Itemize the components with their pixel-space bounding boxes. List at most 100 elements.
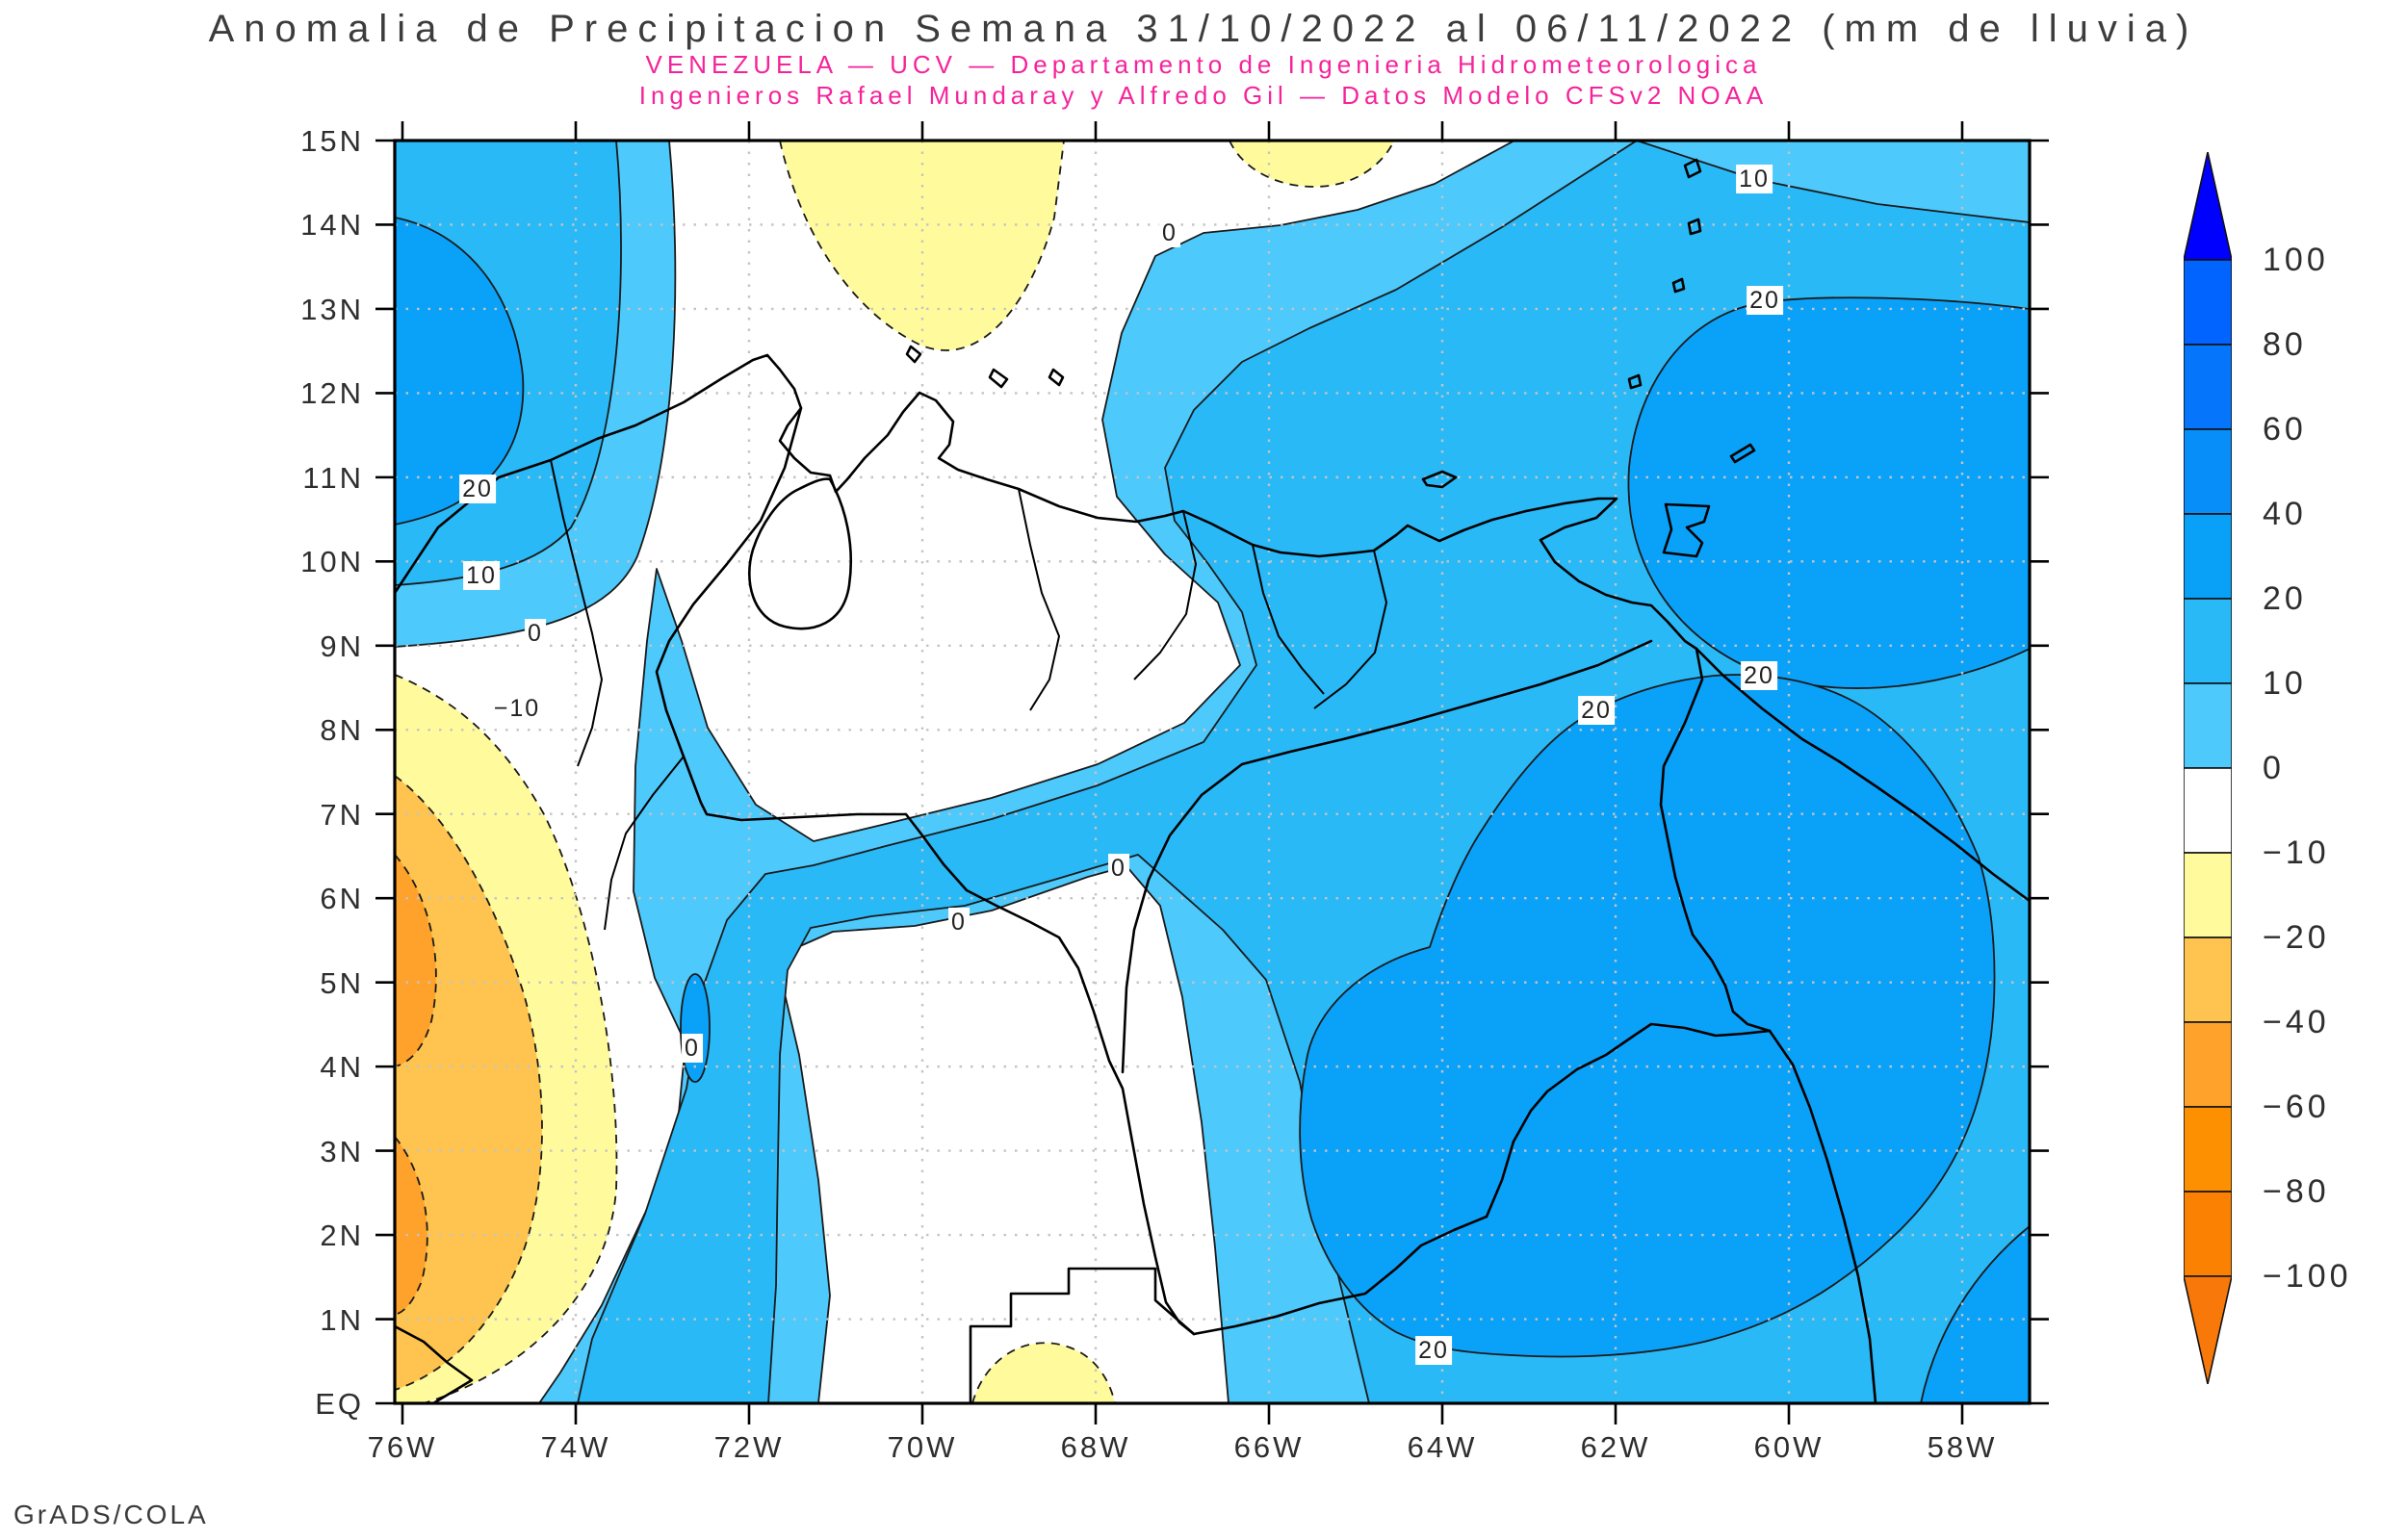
grads-cola-watermark: GrADS/COLA [13, 1500, 209, 1529]
border-staircase-sw [969, 1267, 1196, 1403]
colorbar-legend: 100 80 60 40 20 10 0 −10 −20 −40 −60 −80 −100 [2183, 151, 2405, 1394]
fill-top-yellow-1 [779, 141, 1065, 351]
island-margarita [1421, 470, 1458, 489]
lat-label: 5N [320, 965, 364, 1000]
colorbar-cell [2183, 1191, 2233, 1277]
lat-label: 4N [320, 1050, 364, 1085]
colorbar-cell [2183, 1021, 2233, 1108]
fill-top-yellow-2 [1229, 141, 1395, 188]
colorbar-tick-label: 100 [2263, 242, 2329, 278]
colorbar-tick-label: −60 [2263, 1089, 2330, 1125]
fill-bottom-yellow-spot [971, 1342, 1116, 1403]
border-colombia-venezuela [655, 406, 1196, 1336]
colorbar-tick-label: −20 [2263, 919, 2330, 956]
contour-label: 0 [948, 908, 970, 937]
lat-label: 9N [320, 629, 364, 663]
coast-wiggle-sw [395, 1324, 474, 1403]
contour-label: −10 [490, 694, 544, 723]
contour-label: 0 [1108, 854, 1129, 883]
colorbar-tick-label: 0 [2263, 750, 2285, 786]
colorbar-cell [2183, 598, 2233, 684]
island-st-lucia [1687, 218, 1702, 236]
island-martinique [1683, 158, 1702, 179]
lat-label: 11N [302, 460, 364, 495]
fill-left-core-20-40 [395, 217, 525, 526]
lon-label: 72W [713, 1430, 785, 1464]
lat-label: 8N [320, 713, 364, 748]
contour-label: 10 [1736, 165, 1773, 193]
colorbar-bottom-arrow [2183, 1275, 2233, 1385]
colorbar-tick-label: 80 [2263, 326, 2307, 363]
fill-corner-core-20-40 [1920, 1224, 2030, 1403]
colorbar-cell [2183, 344, 2233, 430]
contour-label: 20 [1578, 696, 1615, 725]
axis-ticks [375, 121, 2049, 1424]
colorbar-cell [2183, 767, 2233, 854]
lon-label: 62W [1580, 1430, 1651, 1464]
colorbar-tick-label: −100 [2263, 1258, 2352, 1295]
subtitle-institution: VENEZUELA — UCV — Departamento de Ingeni… [645, 50, 1762, 79]
contour-label: 0 [682, 1034, 703, 1063]
lon-label: 68W [1060, 1430, 1131, 1464]
colorbar-svg [2183, 151, 2233, 1385]
lon-label: 66W [1233, 1430, 1305, 1464]
lat-label: 13N [300, 292, 364, 326]
island-aruba [905, 345, 922, 364]
contour-label: 20 [1747, 286, 1783, 315]
lon-label: 58W [1927, 1430, 1998, 1464]
lat-label: 6N [320, 882, 364, 916]
page-title: Anomalia de Precipitacion Semana 31/10/2… [208, 8, 2199, 50]
lon-label: 74W [540, 1430, 611, 1464]
colorbar-tick-label: 20 [2263, 580, 2307, 617]
border-venezuela-brazil [1192, 1022, 1772, 1336]
lake-maracaibo [748, 477, 853, 630]
island-trinidad [1662, 502, 1711, 558]
colorbar-cell [2183, 428, 2233, 515]
lat-label: 3N [320, 1134, 364, 1168]
lat-label: 14N [300, 208, 364, 243]
fill-west-pocket-m40-a [395, 853, 437, 1067]
island-bonaire [1048, 368, 1065, 387]
map-frame [393, 139, 2032, 1405]
contour-label: 20 [459, 475, 496, 503]
colorbar-tick-label: 60 [2263, 411, 2307, 448]
lat-label: 12N [300, 376, 364, 411]
island-curacao [988, 368, 1009, 389]
lat-label: 2N [320, 1219, 364, 1253]
lat-label: 10N [300, 545, 364, 579]
fill-west-pocket-m40-b [395, 1135, 428, 1316]
coastline-south-america [395, 353, 2030, 903]
lon-label: 60W [1753, 1430, 1825, 1464]
state-boundaries [550, 459, 1387, 931]
contour-label: 0 [525, 619, 546, 648]
colorbar-cell [2183, 259, 2233, 346]
colorbar-cells [2183, 259, 2233, 1277]
lat-label: 1N [320, 1302, 364, 1337]
map-plot-area: 20 10 0 −10 0 10 20 20 20 0 0 0 20 15N 14N 13N 12N 11N 10… [300, 121, 2049, 1464]
lat-label: 7N [320, 797, 364, 832]
island-tobago [1729, 443, 1756, 464]
colorbar-tick-label: −80 [2263, 1173, 2330, 1210]
subtitle-authors: Ingenieros Rafael Mundaray y Alfredo Gil… [638, 81, 1769, 110]
fill-ne-core-20-40 [1627, 296, 2030, 689]
colorbar-cell [2183, 1106, 2233, 1193]
colorbar-cell [2183, 937, 2233, 1023]
lon-label: 64W [1407, 1430, 1478, 1464]
border-guyana-brazil [1768, 1029, 1877, 1403]
colorbar-tick-label: −40 [2263, 1004, 2330, 1040]
contour-label: 10 [463, 561, 500, 590]
island-grenada [1627, 373, 1643, 390]
lat-label: 15N [300, 124, 364, 158]
contour-label: 0 [1159, 218, 1180, 247]
lat-label: EQ [315, 1387, 364, 1421]
colorbar-tick-label: −10 [2263, 834, 2330, 871]
island-st-vincent [1671, 277, 1686, 294]
lon-label: 70W [887, 1430, 958, 1464]
border-venezuela-guyana [1659, 647, 1772, 1033]
colorbar-tick-label: 40 [2263, 496, 2307, 532]
contour-label: 20 [1741, 661, 1777, 690]
colorbar-cell [2183, 682, 2233, 769]
river-orinoco [1121, 639, 1653, 1074]
lon-label: 76W [367, 1430, 438, 1464]
